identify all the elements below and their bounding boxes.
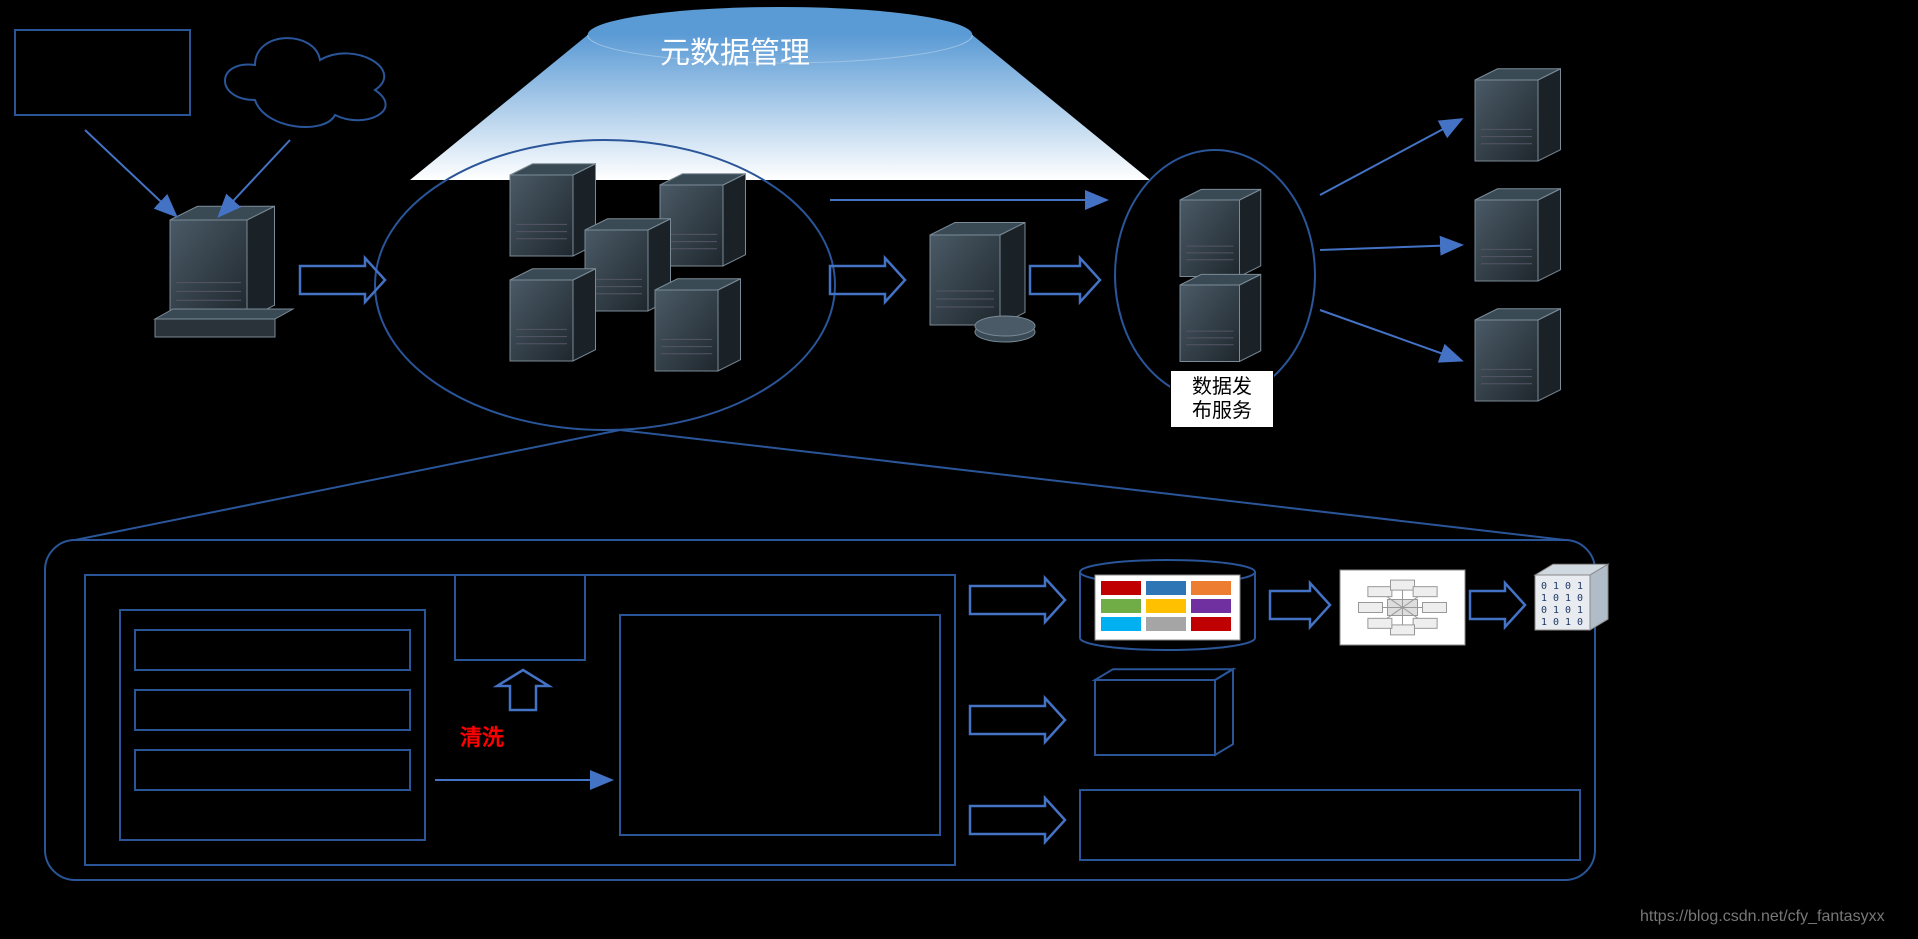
block-arrow [1470, 583, 1525, 627]
list-box [120, 610, 425, 840]
server-icon [510, 269, 596, 361]
arrow [1320, 310, 1460, 360]
list-row [135, 750, 410, 790]
publish-service-label: 数据发布服务 [1170, 370, 1274, 428]
server-icon [655, 279, 741, 371]
svg-text:0: 0 [1553, 593, 1559, 604]
cleanse-label: 清洗 [460, 720, 504, 752]
binary-cube: 0101101001011010 [1535, 564, 1608, 630]
wide-box [1080, 790, 1580, 860]
server-icon [170, 206, 275, 319]
arrow [85, 130, 175, 215]
block-arrow [1270, 583, 1330, 627]
publish-service-text: 数据发布服务 [1192, 376, 1252, 422]
server-icon [930, 223, 1025, 326]
svg-text:1: 1 [1577, 605, 1583, 616]
list-row [135, 690, 410, 730]
server-icon [1475, 69, 1561, 161]
server-icon [1180, 274, 1261, 361]
svg-text:0: 0 [1577, 593, 1583, 604]
server-icon [660, 174, 746, 266]
arrow [1320, 120, 1460, 195]
svg-text:1: 1 [1565, 617, 1571, 628]
svg-text:0: 0 [1541, 605, 1547, 616]
block-arrow [970, 798, 1065, 842]
arrow [1320, 245, 1460, 250]
metadata-cylinder-label: 元数据管理 [660, 28, 810, 72]
block-arrow [1030, 258, 1100, 302]
server-icon [1475, 189, 1561, 281]
svg-text:1: 1 [1565, 593, 1571, 604]
svg-text:1: 1 [1553, 581, 1559, 592]
svg-text:0: 0 [1541, 581, 1547, 592]
arrow [220, 140, 290, 215]
svg-text:1: 1 [1553, 605, 1559, 616]
big-mid-box [620, 615, 940, 835]
server-icon [1180, 189, 1261, 276]
block-arrow [970, 578, 1065, 622]
up-arrow [497, 670, 549, 710]
svg-text:0: 0 [1565, 581, 1571, 592]
cloud-icon [225, 38, 386, 127]
svg-text:1: 1 [1541, 593, 1547, 604]
block-arrow [830, 258, 905, 302]
box-3d [1095, 680, 1215, 755]
svg-text:0: 0 [1565, 605, 1571, 616]
detail-left-container [85, 575, 955, 865]
block-arrow [970, 698, 1065, 742]
svg-text:1: 1 [1541, 617, 1547, 628]
server-icon [1475, 309, 1561, 401]
small-top-box [455, 575, 585, 660]
list-row [135, 630, 410, 670]
diagram-canvas: 0101101001011010 [0, 0, 1918, 939]
source-box [15, 30, 190, 115]
block-arrow [300, 258, 385, 302]
svg-text:0: 0 [1553, 617, 1559, 628]
svg-text:0: 0 [1577, 617, 1583, 628]
svg-text:1: 1 [1577, 581, 1583, 592]
watermark: https://blog.csdn.net/cfy_fantasyxx [1640, 908, 1885, 926]
server-icon [510, 164, 596, 256]
